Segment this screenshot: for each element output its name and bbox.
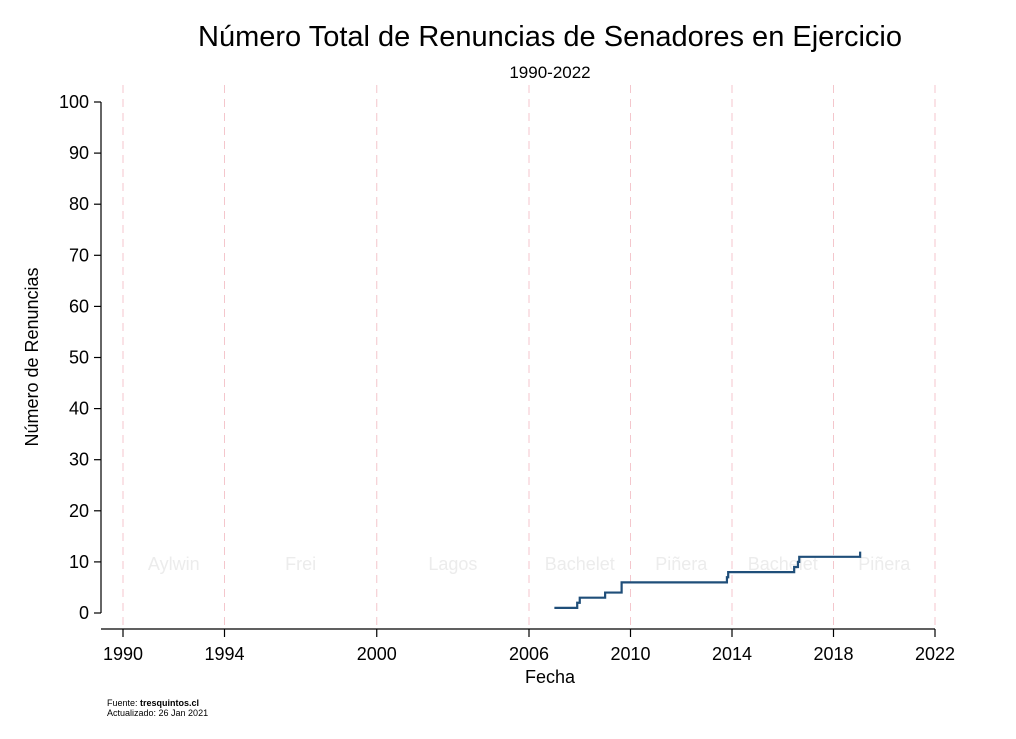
x-tick-label: 2014: [712, 644, 752, 664]
y-tick-label: 60: [69, 296, 89, 316]
period-labels: Aylwin Frei Lagos Bachelet Piñera Bachelet Piñ…: [148, 554, 911, 574]
x-tick-label: 1994: [204, 644, 244, 664]
period-label: Piñera: [858, 554, 911, 574]
source-site: tresquintos.cl: [140, 698, 199, 708]
series-line: [554, 551, 862, 609]
chart-title: Número Total de Renuncias de Senadores e…: [198, 21, 902, 53]
y-tick-label: 80: [69, 194, 89, 214]
y-axis-title: Número de Renuncias: [22, 267, 42, 446]
y-axis: 0 10 20 30 40 50 60 70 80 90 100: [59, 92, 102, 623]
y-tick-label: 10: [69, 552, 89, 572]
y-tick-label: 70: [69, 245, 89, 265]
x-tick-label: 1990: [103, 644, 143, 664]
y-tick-label: 50: [69, 348, 89, 368]
x-tick-label: 2018: [813, 644, 853, 664]
x-tick-label: 2010: [610, 644, 650, 664]
period-label: Bachelet: [545, 554, 615, 574]
y-tick-label: 90: [69, 143, 89, 163]
y-tick-label: 0: [79, 603, 89, 623]
period-label: Frei: [285, 554, 316, 574]
period-label: Piñera: [655, 554, 708, 574]
y-tick-label: 20: [69, 501, 89, 521]
reference-lines: [122, 85, 936, 629]
x-tick-label: 2022: [915, 644, 955, 664]
x-tick-label: 2000: [357, 644, 397, 664]
y-tick-label: 40: [69, 399, 89, 419]
x-axis: 1990 1994 2000 2006 2010 2014 2018 2022: [101, 628, 955, 664]
y-tick-label: 30: [69, 450, 89, 470]
source-prefix: Fuente:: [107, 698, 140, 708]
period-label: Lagos: [428, 554, 477, 574]
period-label: Aylwin: [148, 554, 200, 574]
updated-line: Actualizado: 26 Jan 2021: [107, 708, 208, 718]
x-axis-title: Fecha: [525, 667, 576, 687]
x-tick-label: 2006: [509, 644, 549, 664]
series-group: [554, 551, 862, 609]
source-line: Fuente: tresquintos.cl: [107, 698, 199, 708]
chart-subtitle: 1990-2022: [509, 63, 590, 82]
y-tick-label: 100: [59, 92, 89, 112]
